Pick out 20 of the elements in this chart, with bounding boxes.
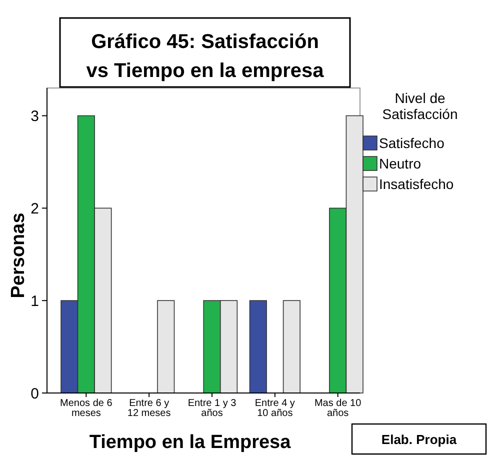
text: Elab. Propia [381, 432, 458, 447]
x-tick-label: Menos de 6 meses [60, 398, 113, 419]
chart-title: Gráfico 45: Satisfacción vs Tiempo en la empresa [86, 31, 325, 82]
x-tick-label: Mas de 10 años [314, 398, 362, 419]
bar [157, 300, 175, 394]
bar [282, 300, 300, 394]
bar [249, 300, 267, 394]
x-tick-label: Entre 4 y 10 años [254, 398, 295, 419]
y-axis-title: Personas [8, 212, 29, 298]
y-tick-label: 2 [30, 200, 39, 218]
y-tick-label: 1 [30, 292, 39, 310]
legend-label: Insatisfecho [379, 176, 454, 192]
y-tick-label: 0 [30, 385, 39, 402]
legend-label: Satisfecho [379, 135, 445, 151]
legend-label: Neutro [379, 156, 422, 172]
x-tick-label: Entre 6 y 12 meses [127, 398, 171, 419]
legend-title: Nivel de Satisfacción [382, 90, 458, 122]
y-tick-label: 3 [30, 108, 39, 125]
x-axis-title: Tiempo en la Empresa [89, 432, 292, 453]
x-tick-label: Entre 1 y 3 años [188, 398, 237, 419]
